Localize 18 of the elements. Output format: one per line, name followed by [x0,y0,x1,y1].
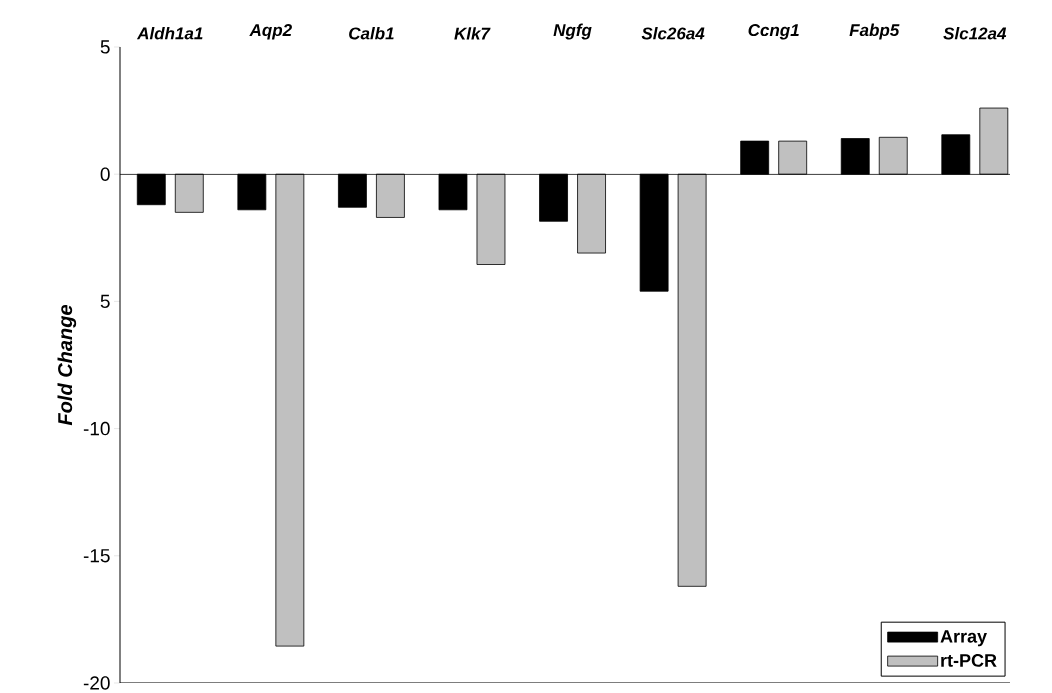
x-tick-label: Klk7 [454,27,491,40]
y-tick-label: 5 [100,40,110,54]
y-tick-label: -10 [83,421,110,436]
legend-label: rt-PCR [941,654,997,667]
x-tick-label: Aldh1a1 [136,26,203,40]
y-axis-title: Fold Change [57,304,77,426]
x-tick-label: Slc26a4 [641,26,705,40]
y-tick-label: 0 [100,167,110,181]
x-tick-label: Ccng1 [748,24,799,40]
legend-label: Array [940,630,987,647]
x-tick-label: Slc12a4 [943,26,1007,40]
y-tick-label: 5 [100,294,110,309]
y-tick-label: -20 [83,676,110,690]
x-tick-label: Aqp2 [249,24,292,40]
x-tick-label: Fabp5 [849,23,900,40]
x-tick-label: Calb1 [349,26,394,40]
x-tick-label: Ngfg [553,23,592,40]
y-tick-label: -15 [83,549,110,563]
